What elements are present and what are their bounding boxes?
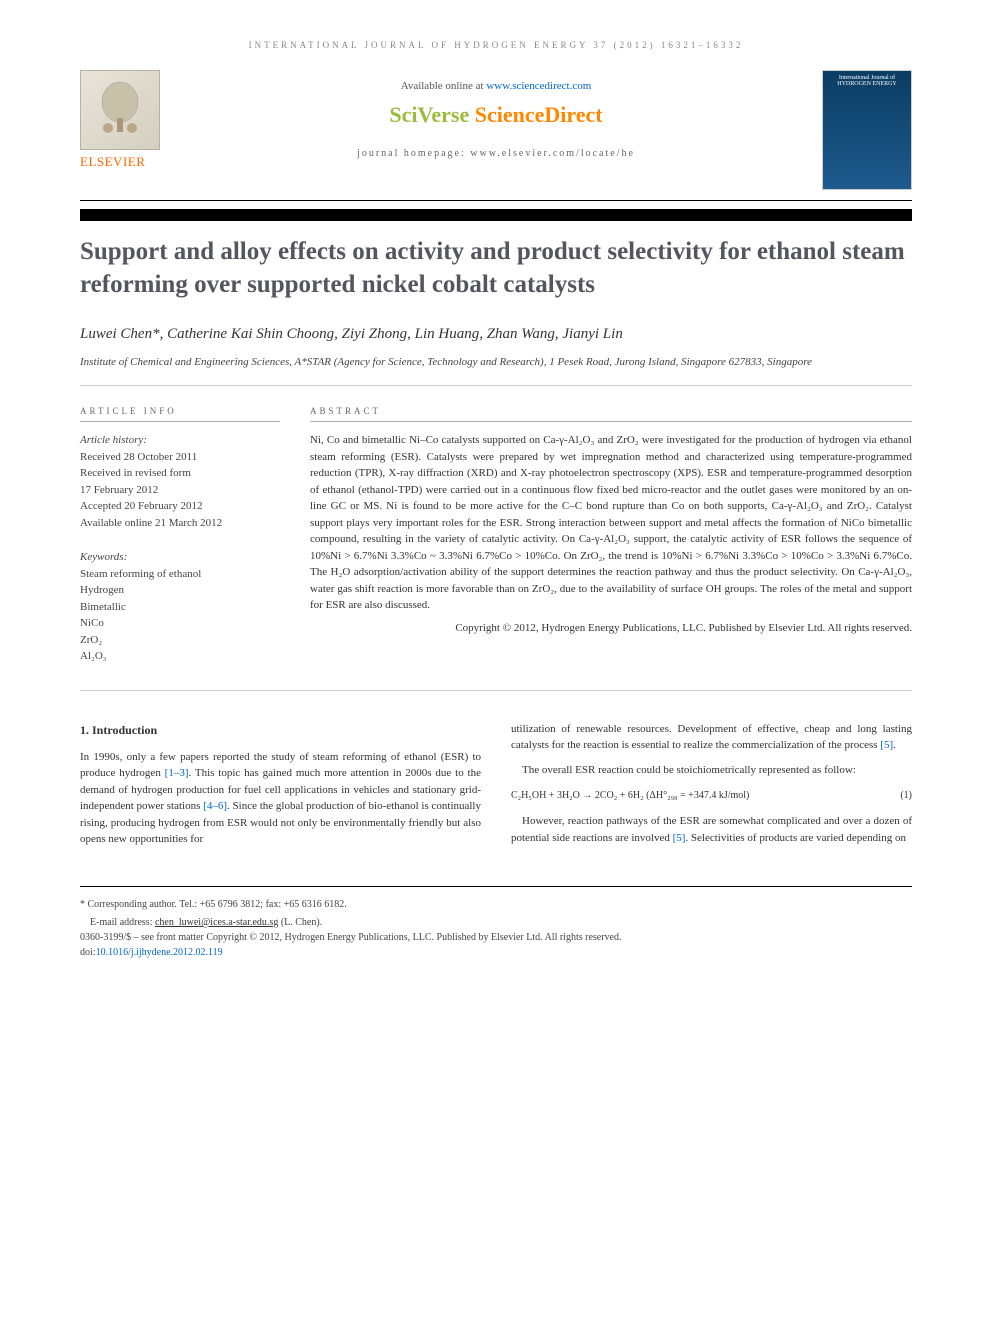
homepage-label: journal homepage: <box>357 148 470 159</box>
body-paragraph: In 1990s, only a few papers reported the… <box>80 749 481 848</box>
journal-cover-thumbnail: International Journal of HYDROGEN ENERGY <box>822 70 912 190</box>
abstract-column: ABSTRACT Ni, Co and bimetallic Ni–Co cat… <box>310 406 912 665</box>
homepage-url[interactable]: www.elsevier.com/locate/he <box>470 148 635 159</box>
history-line: Received 28 October 2011 <box>80 449 280 466</box>
corresponding-author-note: * Corresponding author. Tel.: +65 6796 3… <box>80 897 912 912</box>
abstract-label: ABSTRACT <box>310 406 912 422</box>
history-block: Article history: Received 28 October 201… <box>80 432 280 531</box>
masthead: ELSEVIER Available online at www.science… <box>80 70 912 201</box>
citation-link[interactable]: [1–3] <box>165 767 189 779</box>
article-info-label: ARTICLE INFO <box>80 406 280 422</box>
email-line: E-mail address: chen_luwei@ices.a-star.e… <box>80 915 912 930</box>
masthead-center: Available online at www.sciencedirect.co… <box>170 70 822 159</box>
equation-row: C₂H₅OH + 3H₂O → 2CO₂ + 6H₂ (ΔH°₂₉₈ = +34… <box>511 788 912 803</box>
history-line: Accepted 20 February 2012 <box>80 498 280 515</box>
keywords-label: Keywords: <box>80 549 280 566</box>
equation-number: (1) <box>900 788 912 803</box>
history-label: Article history: <box>80 432 280 449</box>
body-column-left: 1. Introduction In 1990s, only a few pap… <box>80 721 481 856</box>
history-line: Received in revised form <box>80 465 280 482</box>
black-divider-bar <box>80 209 912 221</box>
keyword: ZrO₂ <box>80 632 280 649</box>
citation-link[interactable]: [5] <box>880 739 893 751</box>
citation-link[interactable]: [4–6] <box>203 800 227 812</box>
sciverse-logo: SciVerse ScienceDirect <box>170 102 822 128</box>
sciverse-part-b: ScienceDirect <box>475 102 603 127</box>
doi-line: doi:10.1016/j.ijhydene.2012.02.119 <box>80 945 912 960</box>
body-column-right: utilization of renewable resources. Deve… <box>511 721 912 856</box>
body-text: utilization of renewable resources. Deve… <box>511 723 912 752</box>
body-paragraph: utilization of renewable resources. Deve… <box>511 721 912 754</box>
history-line: Available online 21 March 2012 <box>80 515 280 532</box>
history-line: 17 February 2012 <box>80 482 280 499</box>
abstract-copyright: Copyright © 2012, Hydrogen Energy Public… <box>310 622 912 634</box>
email-suffix: (L. Chen). <box>278 917 322 928</box>
keyword: NiCo <box>80 615 280 632</box>
citation-link[interactable]: [5] <box>673 832 686 844</box>
article-title: Support and alloy effects on activity an… <box>80 236 912 301</box>
section-heading-intro: 1. Introduction <box>80 721 481 739</box>
elsevier-logo: ELSEVIER <box>80 70 170 170</box>
abstract-text: Ni, Co and bimetallic Ni–Co catalysts su… <box>310 432 912 614</box>
available-text: Available online at <box>401 80 487 92</box>
body-two-column: 1. Introduction In 1990s, only a few pap… <box>80 721 912 856</box>
affiliation: Institute of Chemical and Engineering Sc… <box>80 355 912 386</box>
article-info-column: ARTICLE INFO Article history: Received 2… <box>80 406 280 665</box>
doi-label: doi: <box>80 947 96 958</box>
body-text: . Selectivities of products are varied d… <box>685 832 906 844</box>
footer-block: * Corresponding author. Tel.: +65 6796 3… <box>80 886 912 960</box>
keyword: Hydrogen <box>80 582 280 599</box>
body-paragraph: However, reaction pathways of the ESR ar… <box>511 813 912 846</box>
sciverse-part-a: SciVerse <box>389 102 474 127</box>
author-list: Luwei Chen*, Catherine Kai Shin Choong, … <box>80 326 912 343</box>
info-abstract-row: ARTICLE INFO Article history: Received 2… <box>80 406 912 691</box>
sciencedirect-link[interactable]: www.sciencedirect.com <box>486 80 591 92</box>
doi-link[interactable]: 10.1016/j.ijhydene.2012.02.119 <box>96 947 223 958</box>
equation: C₂H₅OH + 3H₂O → 2CO₂ + 6H₂ (ΔH°₂₉₈ = +34… <box>511 788 749 803</box>
keywords-block: Keywords: Steam reforming of ethanol Hyd… <box>80 549 280 665</box>
body-text: . <box>893 739 896 751</box>
journal-homepage: journal homepage: www.elsevier.com/locat… <box>170 148 822 159</box>
elsevier-tree-icon <box>80 70 160 150</box>
body-paragraph: The overall ESR reaction could be stoich… <box>511 762 912 779</box>
keyword: Al₂O₃ <box>80 648 280 665</box>
email-label: E-mail address: <box>90 917 155 928</box>
available-online: Available online at www.sciencedirect.co… <box>170 80 822 92</box>
elsevier-wordmark: ELSEVIER <box>80 154 170 170</box>
keyword: Steam reforming of ethanol <box>80 566 280 583</box>
corresponding-email[interactable]: chen_luwei@ices.a-star.edu.sg <box>155 917 278 928</box>
keyword: Bimetallic <box>80 599 280 616</box>
running-header: INTERNATIONAL JOURNAL OF HYDROGEN ENERGY… <box>80 40 912 50</box>
footer-copyright: 0360-3199/$ – see front matter Copyright… <box>80 930 912 945</box>
